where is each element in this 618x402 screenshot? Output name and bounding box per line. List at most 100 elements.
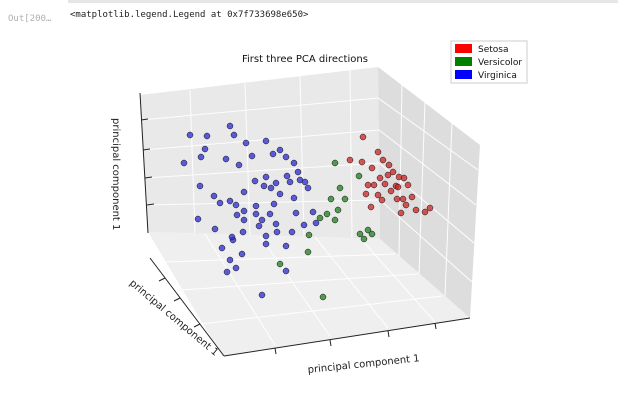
point-virginica (238, 250, 246, 258)
point-versicolor (368, 230, 376, 238)
point-virginica (267, 184, 275, 192)
point-versicolor (334, 206, 342, 214)
point-virginica (228, 233, 236, 241)
point-virginica (282, 153, 290, 161)
chart-title: First three PCA directions (242, 54, 368, 65)
point-setosa (426, 204, 434, 212)
point-virginica (201, 145, 209, 153)
point-virginica (232, 201, 240, 209)
point-versicolor (319, 293, 327, 301)
point-setosa (412, 206, 420, 214)
point-virginica (242, 139, 250, 147)
point-virginica (270, 200, 278, 208)
point-versicolor (331, 159, 339, 167)
point-setosa (408, 193, 416, 201)
point-virginica (272, 220, 280, 228)
point-virginica (203, 132, 211, 140)
point-setosa (387, 187, 395, 195)
point-virginica (239, 228, 247, 236)
point-virginica (196, 182, 204, 190)
point-setosa (364, 181, 372, 189)
point-versicolor (336, 184, 344, 192)
point-virginica (282, 242, 290, 250)
point-setosa (397, 209, 405, 217)
point-virginica (223, 268, 231, 276)
back-right-pane (378, 67, 480, 318)
point-virginica (262, 173, 270, 181)
point-virginica (233, 211, 241, 219)
point-virginica (226, 197, 234, 205)
point-virginica (252, 202, 260, 210)
point-virginica (290, 194, 298, 202)
point-versicolor (323, 210, 331, 218)
output-text: <matplotlib.legend.Legend at 0x7f733698e… (70, 10, 309, 20)
point-virginica (235, 161, 243, 169)
legend-label-versicolor: Versicolor (478, 58, 522, 68)
cell-top-border (68, 0, 618, 3)
point-versicolor (304, 248, 312, 256)
point-virginica (309, 208, 317, 216)
legend-swatch-setosa (455, 44, 472, 53)
scatter-points (180, 122, 434, 301)
point-virginica (260, 182, 268, 190)
legend-swatch-virginica (455, 70, 472, 79)
x-axis-label: principal component 1 (307, 353, 420, 376)
point-virginica (294, 168, 302, 176)
point-virginica (262, 232, 270, 240)
legend-label-setosa: Setosa (478, 45, 509, 55)
point-versicolor (360, 235, 368, 243)
point-virginica (258, 291, 266, 299)
point-versicolor (364, 226, 372, 234)
point-setosa (402, 201, 410, 209)
point-virginica (226, 122, 234, 130)
point-virginica (240, 188, 248, 196)
point-virginica (258, 216, 266, 224)
point-versicolor (316, 214, 324, 222)
point-setosa (376, 174, 384, 182)
point-virginica (304, 184, 312, 192)
point-virginica (230, 131, 238, 139)
floor-pane (148, 232, 470, 356)
point-virginica (300, 221, 308, 229)
point-versicolor (305, 231, 313, 239)
point-virginica (276, 190, 284, 198)
point-versicolor (331, 216, 339, 224)
point-virginica (226, 256, 234, 264)
point-virginica (312, 219, 320, 227)
point-virginica (286, 178, 294, 186)
point-setosa (368, 164, 376, 172)
point-virginica (283, 172, 291, 180)
point-virginica (197, 153, 205, 161)
point-virginica (210, 192, 218, 200)
point-virginica (211, 225, 219, 233)
point-virginica (282, 267, 290, 275)
point-versicolor (355, 172, 363, 180)
point-virginica (301, 178, 309, 186)
point-setosa (358, 158, 366, 166)
point-setosa (379, 156, 387, 164)
point-virginica (262, 137, 270, 145)
point-setosa (384, 171, 392, 179)
point-versicolor (356, 230, 364, 238)
point-setosa (346, 156, 354, 164)
point-setosa (394, 183, 402, 191)
point-setosa (385, 161, 393, 169)
output-prompt: Out[200… (8, 14, 52, 24)
point-versicolor (341, 195, 349, 203)
point-virginica (266, 210, 274, 218)
axis-lines (139, 92, 471, 357)
point-virginica (269, 150, 277, 158)
legend-label-virginica: Virginica (478, 71, 517, 81)
point-virginica (222, 155, 230, 163)
point-virginica (240, 207, 248, 215)
point-versicolor (327, 195, 335, 203)
point-virginica (262, 240, 270, 248)
point-setosa (389, 168, 397, 176)
z-axis-label: principal component 1 (110, 118, 121, 230)
point-virginica (290, 159, 298, 167)
point-virginica (276, 146, 284, 154)
point-setosa (400, 174, 408, 182)
point-virginica (216, 199, 224, 207)
point-setosa (374, 148, 382, 156)
